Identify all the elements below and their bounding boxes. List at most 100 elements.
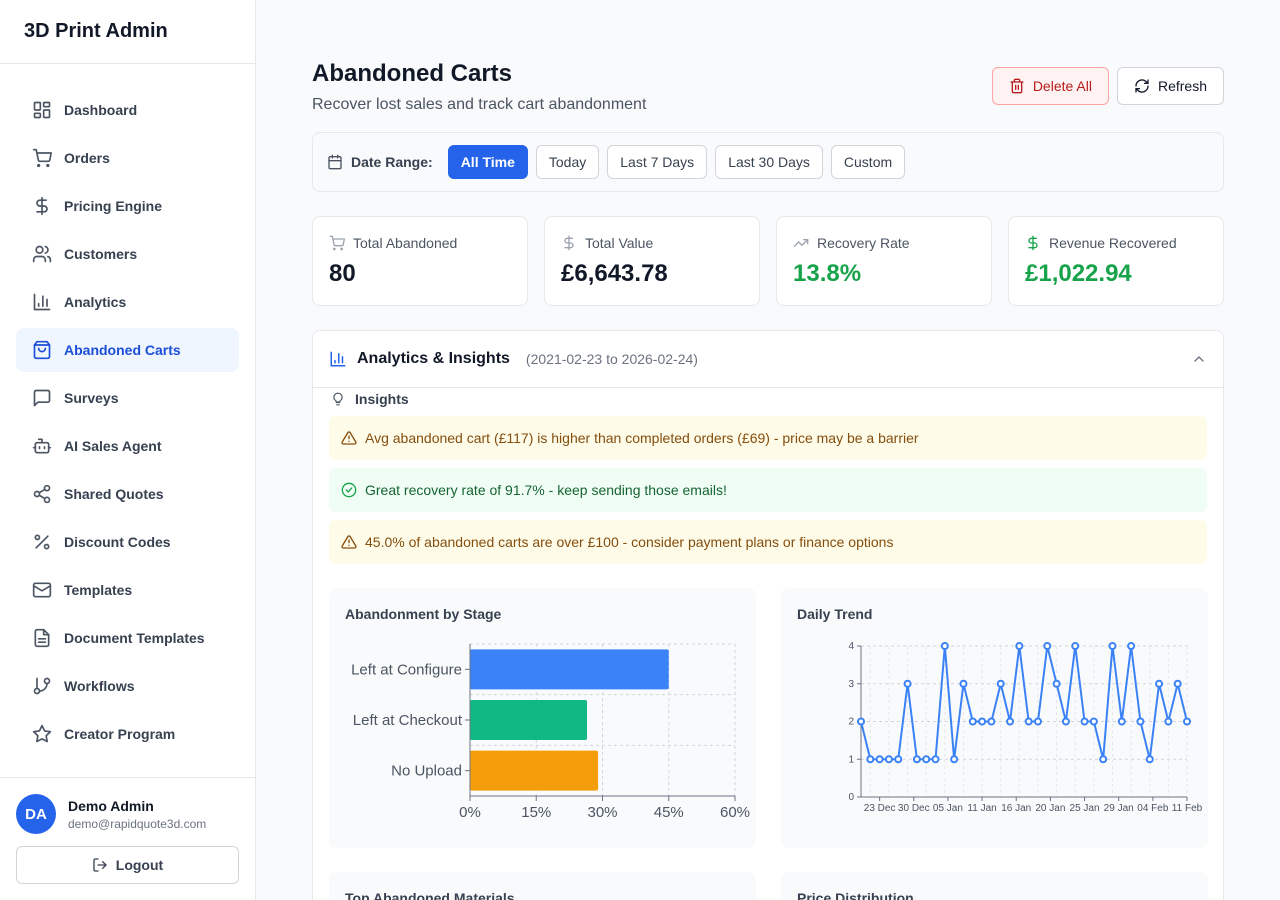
category-label: Left at Configure <box>351 661 462 678</box>
sidebar-item-templates[interactable]: Templates <box>16 568 239 612</box>
stat-label: Total Abandoned <box>353 235 457 251</box>
sidebar-item-shared-quotes[interactable]: Shared Quotes <box>16 472 239 516</box>
dashboard-icon <box>32 100 52 120</box>
user-profile: DA Demo Admin demo@rapidquote3d.com <box>16 794 239 834</box>
stat-label: Revenue Recovered <box>1049 235 1177 251</box>
sidebar-item-analytics[interactable]: Analytics <box>16 280 239 324</box>
git-branch-icon <box>32 676 52 696</box>
insight-success: Great recovery rate of 91.7% - keep send… <box>329 468 1207 512</box>
sidebar-item-surveys[interactable]: Surveys <box>16 376 239 420</box>
data-point <box>1072 643 1078 649</box>
insight-warning: 45.0% of abandoned carts are over £100 -… <box>329 520 1207 564</box>
stats-row: Total Abandoned 80 Total Value £6,643.78… <box>312 216 1224 306</box>
analytics-panel: Analytics & Insights (2021-02-23 to 2026… <box>312 330 1224 900</box>
dollar-icon <box>32 196 52 216</box>
sidebar-item-document-templates[interactable]: Document Templates <box>16 616 239 660</box>
sidebar-item-dashboard[interactable]: Dashboard <box>16 88 239 132</box>
data-point <box>1007 719 1013 725</box>
analytics-range: (2021-02-23 to 2026-02-24) <box>526 351 698 367</box>
data-point <box>1026 719 1032 725</box>
delete-all-button[interactable]: Delete All <box>992 67 1109 105</box>
delete-all-label: Delete All <box>1033 78 1092 94</box>
sidebar-item-label: Analytics <box>64 294 126 310</box>
header-actions: Delete All Refresh <box>992 67 1224 105</box>
x-tick-label: 60% <box>720 804 750 821</box>
data-point <box>1082 719 1088 725</box>
data-point <box>1156 681 1162 687</box>
analytics-panel-header[interactable]: Analytics & Insights (2021-02-23 to 2026… <box>313 331 1223 388</box>
x-tick-label: 20 Jan <box>1035 803 1065 814</box>
data-point <box>1109 643 1115 649</box>
date-range-filter: Date Range: All Time Today Last 7 Days L… <box>312 132 1224 192</box>
user-name: Demo Admin <box>68 798 206 814</box>
filter-custom[interactable]: Custom <box>831 145 905 179</box>
x-tick-label: 11 Jan <box>967 803 996 814</box>
category-label: No Upload <box>391 763 462 780</box>
cart-icon <box>329 235 345 251</box>
y-tick-label: 4 <box>848 641 854 652</box>
chevron-up-icon[interactable] <box>1191 351 1207 367</box>
x-tick-label: 16 Jan <box>1001 803 1031 814</box>
filter-all-time[interactable]: All Time <box>448 145 528 179</box>
data-point <box>960 681 966 687</box>
x-tick-label: 45% <box>654 804 684 821</box>
sidebar-footer: DA Demo Admin demo@rapidquote3d.com Logo… <box>0 777 255 900</box>
filter-today[interactable]: Today <box>536 145 599 179</box>
chart-title: Price Distribution <box>797 890 914 900</box>
data-point <box>877 756 883 762</box>
data-point <box>1128 643 1134 649</box>
x-tick-label: 0% <box>459 804 481 821</box>
sidebar-item-abandoned-carts[interactable]: Abandoned Carts <box>16 328 239 372</box>
data-point <box>858 719 864 725</box>
star-icon <box>32 724 52 744</box>
sidebar-item-label: Orders <box>64 150 110 166</box>
abandonment-by-stage-chart: Abandonment by Stage 0% 15% 30% 45% 60% Left … <box>329 588 756 848</box>
data-point <box>979 719 985 725</box>
x-tick-label: 25 Jan <box>1070 803 1100 814</box>
y-tick-label: 0 <box>848 792 854 803</box>
sidebar-item-label: Surveys <box>64 390 118 406</box>
data-point <box>1091 719 1097 725</box>
user-email: demo@rapidquote3d.com <box>68 817 206 831</box>
refresh-label: Refresh <box>1158 78 1207 94</box>
data-point <box>1063 719 1069 725</box>
y-tick-label: 2 <box>848 717 854 728</box>
sidebar-item-creator-program[interactable]: Creator Program <box>16 712 239 756</box>
data-point <box>951 756 957 762</box>
data-point <box>933 756 939 762</box>
message-square-icon <box>32 388 52 408</box>
top-abandoned-materials-card: Top Abandoned Materials <box>329 872 756 900</box>
stat-value: £6,643.78 <box>561 260 743 288</box>
sidebar-item-label: Workflows <box>64 678 135 694</box>
check-circle-icon <box>341 482 357 498</box>
x-tick-label: 11 Feb <box>1172 803 1203 814</box>
sidebar-item-label: Discount Codes <box>64 534 171 550</box>
data-point <box>905 681 911 687</box>
sidebar-item-label: Document Templates <box>64 630 205 646</box>
data-point <box>942 643 948 649</box>
filter-last-30-days[interactable]: Last 30 Days <box>715 145 823 179</box>
logout-button[interactable]: Logout <box>16 846 239 884</box>
stat-value: £1,022.94 <box>1025 260 1207 288</box>
sidebar-item-customers[interactable]: Customers <box>16 232 239 276</box>
sidebar-item-orders[interactable]: Orders <box>16 136 239 180</box>
data-point <box>914 756 920 762</box>
sidebar-item-workflows[interactable]: Workflows <box>16 664 239 708</box>
daily-trend-chart: Daily Trend 0 1 2 3 4 23 Dec 30 Dec 05 Jan 11 Ja… <box>781 588 1208 848</box>
data-point <box>1100 756 1106 762</box>
logout-icon <box>92 857 108 873</box>
chart-title: Top Abandoned Materials <box>345 890 515 900</box>
sidebar-item-pricing-engine[interactable]: Pricing Engine <box>16 184 239 228</box>
logout-label: Logout <box>116 857 163 873</box>
y-tick-label: 3 <box>848 679 854 690</box>
sidebar-item-discount-codes[interactable]: Discount Codes <box>16 520 239 564</box>
data-point <box>895 756 901 762</box>
refresh-button[interactable]: Refresh <box>1117 67 1224 105</box>
avatar: DA <box>16 794 56 834</box>
x-tick-label: 30 Dec <box>898 803 930 814</box>
trending-up-icon <box>793 235 809 251</box>
sidebar-item-ai-sales-agent[interactable]: AI Sales Agent <box>16 424 239 468</box>
filter-last-7-days[interactable]: Last 7 Days <box>607 145 707 179</box>
sidebar-item-label: Creator Program <box>64 726 175 742</box>
sidebar-nav: Dashboard Orders Pricing Engine Customer… <box>0 64 255 756</box>
